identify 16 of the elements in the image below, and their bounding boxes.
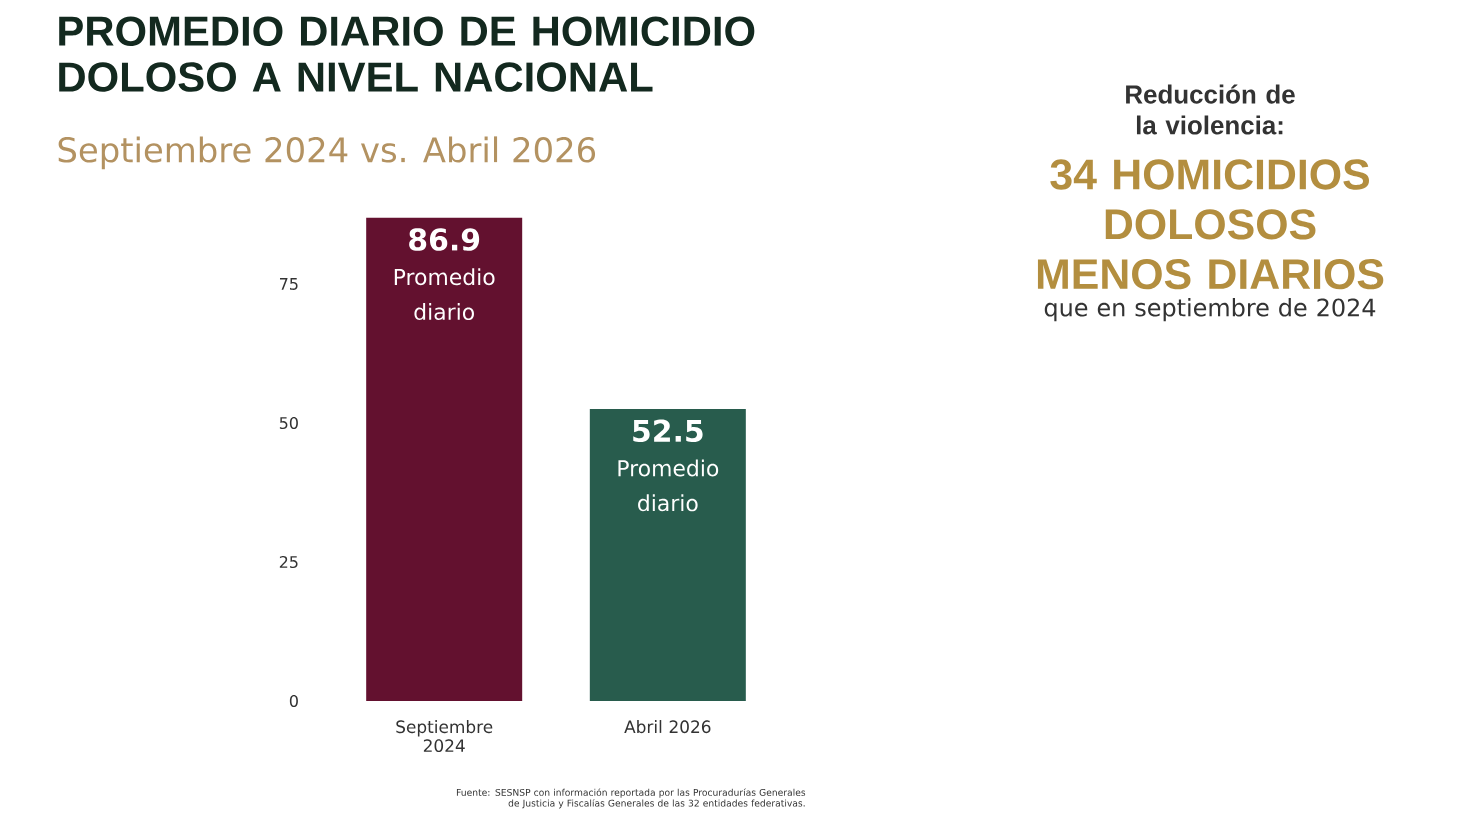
text: Reducción de la violencia:	[1126, 84, 1295, 135]
annotation: Promedio diario	[618, 459, 719, 512]
text: que en septiembre de 2024	[1044, 298, 1376, 322]
chart-title: PROMEDIO DIARIO DE HOMICIDIO DOLOSO A NIVEL NACIONAL	[59, 16, 755, 92]
y-tick-label: 25	[279, 555, 298, 569]
source-note: Fuente: SESNSP con información reportada por las Procuradurías Generales de Justicia y Fiscalías Generales de las 32 entidades federativas.	[456, 788, 806, 809]
x-tick-label: Septiembre 2024	[396, 720, 493, 753]
chart-subtitle: Septiembre 2024 vs. Abril 2026	[58, 136, 596, 170]
y-tick-label: 75	[279, 278, 298, 290]
text: 34 HOMICIDIOS DOLOSOS MENOS DIARIOS	[1037, 159, 1384, 290]
x-tick-label: Abril 2026	[624, 720, 711, 734]
data-label: 86.9	[409, 228, 480, 251]
annotation: Promedio diario	[394, 268, 495, 321]
data-label: 52.5	[633, 419, 703, 443]
y-tick-label: 0	[289, 694, 298, 708]
y-tick-label: 50	[279, 416, 298, 430]
